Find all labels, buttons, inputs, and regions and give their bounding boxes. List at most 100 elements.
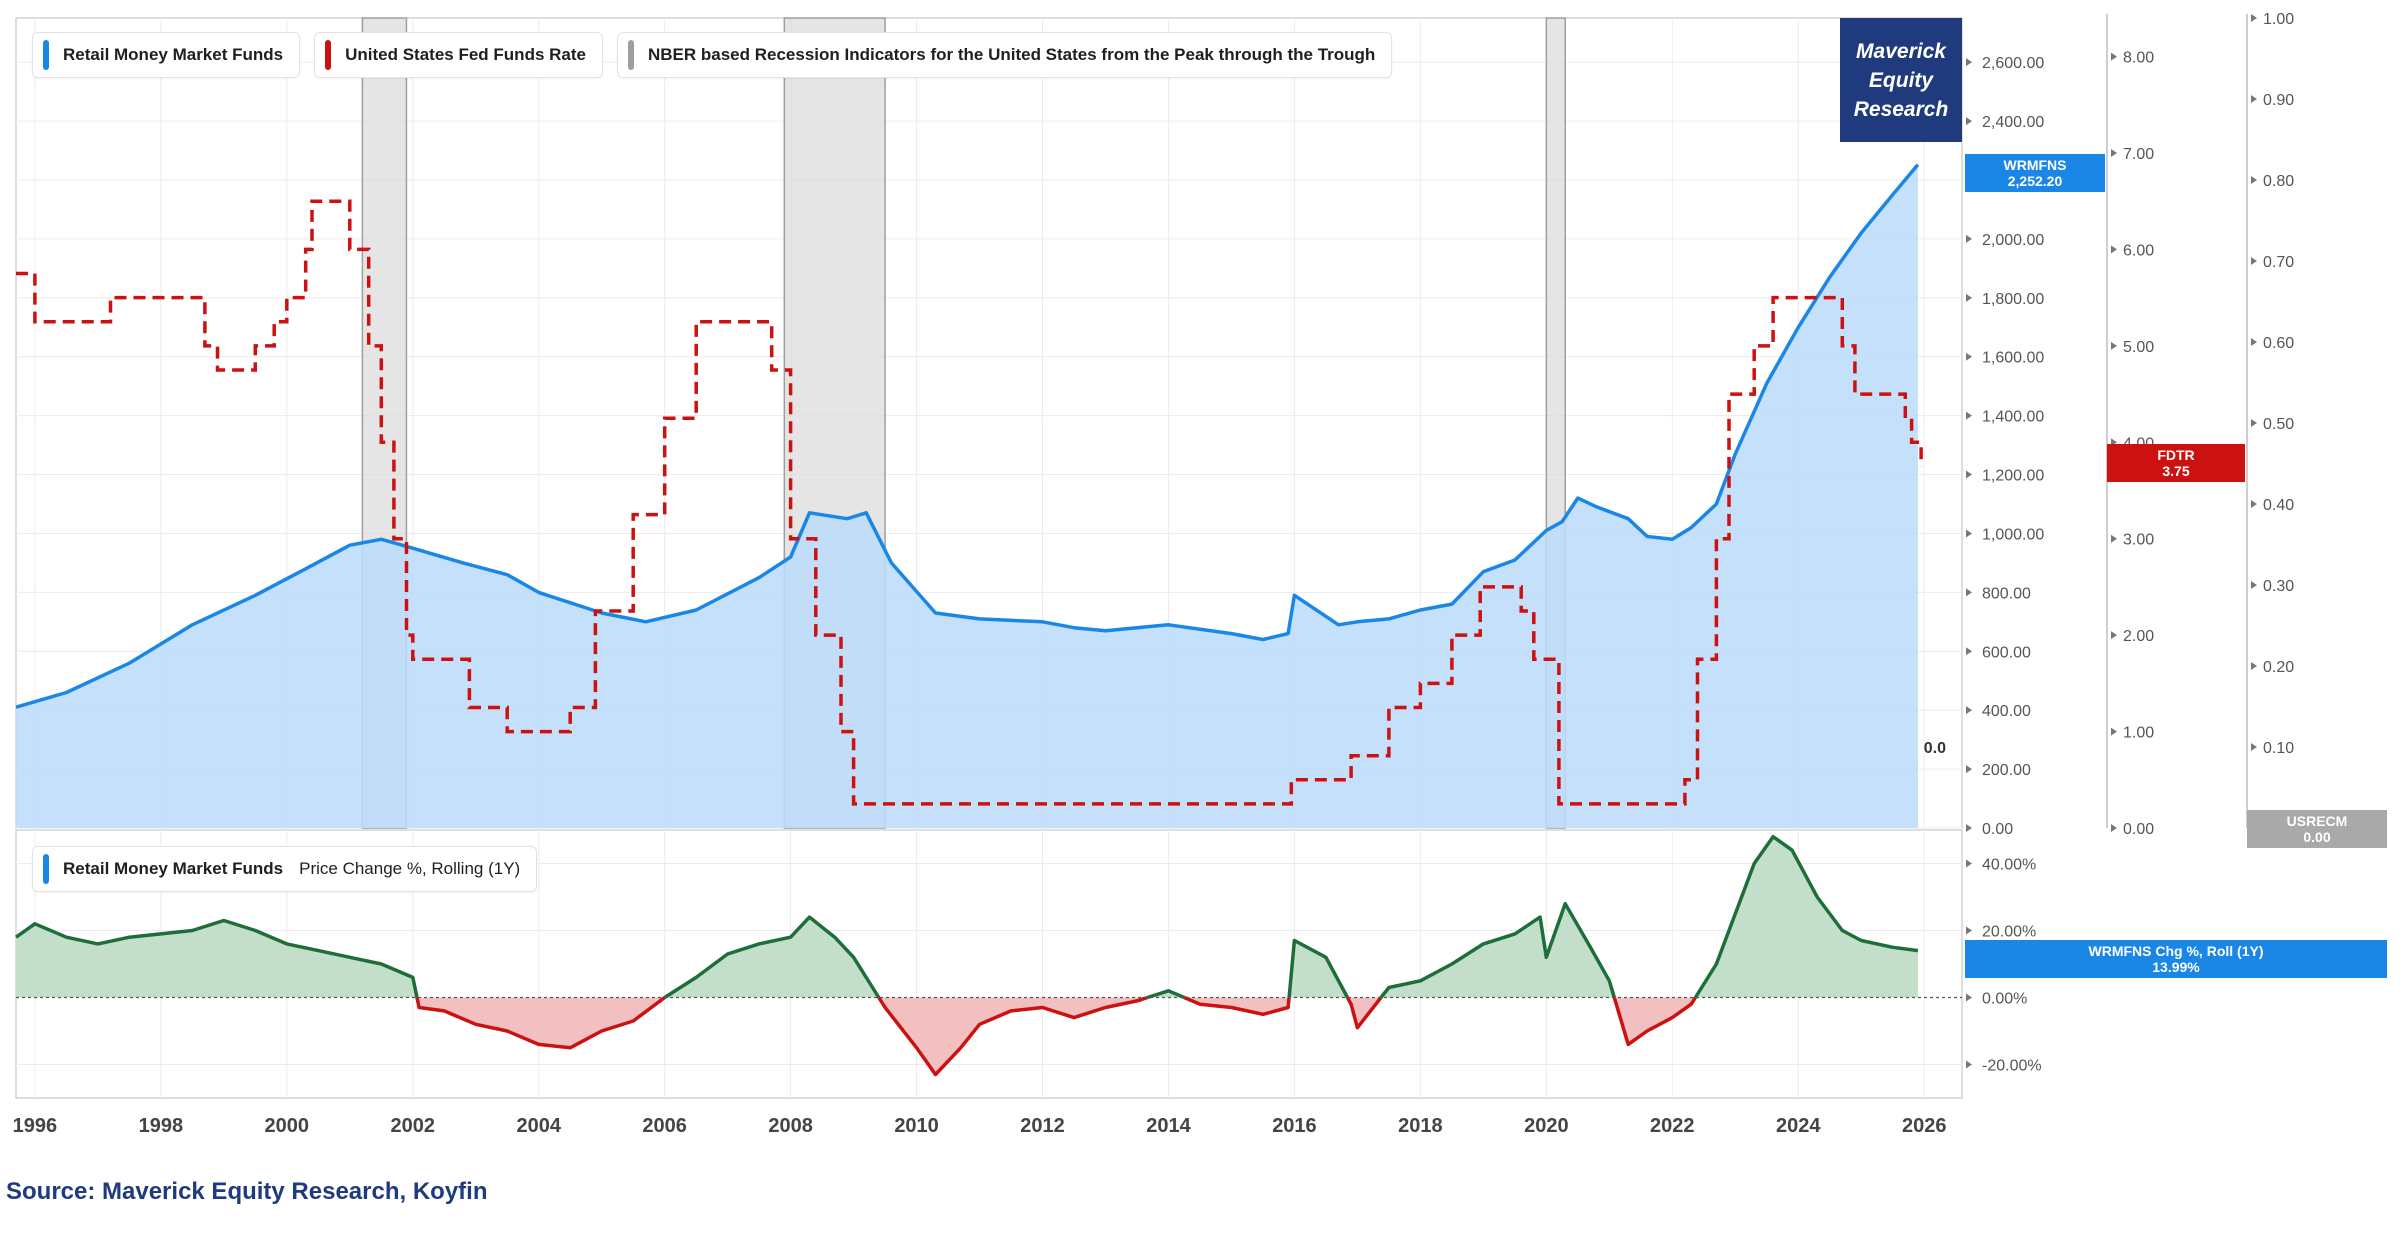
mmf-axis-tick-marker — [1966, 647, 1972, 656]
change-line-negative — [1183, 995, 1291, 1017]
x-tick-label: 2024 — [1776, 1115, 1821, 1137]
change-axis-tick-label: 0.00% — [1982, 991, 2027, 1008]
mmf-axis-tick-marker — [1966, 234, 1972, 243]
mmf-axis-tick-label: 600.00 — [1982, 644, 2031, 661]
mmf-tag-value: 2,252.20 — [2007, 173, 2063, 189]
change-area-negative — [1184, 997, 1290, 1015]
fed-axis-tick-marker — [2111, 245, 2117, 254]
change-line-positive — [1693, 834, 1919, 999]
change-line-positive — [1379, 901, 1616, 999]
change-tag-name: WRMFNS Chg %, Roll (1Y) — [2088, 943, 2264, 959]
x-tick-label: 2002 — [391, 1115, 436, 1137]
mmf-axis-tick-label: 200.00 — [1982, 762, 2031, 779]
usrec-axis-tick-marker — [2251, 176, 2257, 184]
legend-item-fed[interactable]: United States Fed Funds Rate — [314, 32, 603, 78]
x-tick-label: 2008 — [768, 1115, 813, 1137]
brand-line-2: Equity — [1868, 68, 1934, 92]
mmf-axis-tick-marker — [1966, 411, 1972, 420]
change-area-negative — [878, 997, 1148, 1075]
usrec-axis-tick-marker — [2251, 257, 2257, 265]
usrec-value-tag: USRECM 0.00 — [2247, 810, 2387, 848]
mmf-axis-tick-marker — [1966, 824, 1972, 832]
change-line-positive — [1287, 938, 1350, 999]
change-line-positive — [663, 915, 881, 999]
mmf-tag-name: WRMFNS — [2003, 157, 2067, 173]
mmf-axis-tick-label: 0.00 — [1982, 821, 2013, 838]
change-area-positive — [1381, 903, 1615, 998]
usrec-axis-tick-marker — [2251, 662, 2257, 670]
x-tick-label: 2020 — [1524, 1115, 1569, 1137]
mmf-axis-tick-label: 1,800.00 — [1982, 291, 2044, 308]
x-tick-label: 2004 — [516, 1115, 561, 1137]
usrec-axis-tick-marker — [2251, 500, 2257, 508]
change-area-negative — [416, 997, 665, 1048]
usrec-axis-tick-label: 0.70 — [2263, 254, 2294, 271]
legend-item-recession[interactable]: NBER based Recession Indicators for the … — [616, 32, 1393, 78]
fed-axis-tick-marker — [2111, 631, 2117, 640]
usrec-axis-tick-label: 0.10 — [2263, 740, 2294, 757]
mmf-axis-tick-label: 1,600.00 — [1982, 350, 2044, 367]
top-legend: Retail Money Market Funds United States … — [32, 32, 1393, 78]
mmf-axis-tick-marker — [1966, 352, 1972, 361]
fed-axis-tick-label: 3.00 — [2123, 532, 2154, 549]
mmf-axis-tick-marker — [1966, 588, 1972, 597]
fed-axis-tick-label: 7.00 — [2123, 146, 2154, 163]
legend-label-mmf: Retail Money Market Funds — [63, 45, 284, 64]
change-line-negative — [877, 995, 1149, 1077]
x-tick-label: 2026 — [1902, 1115, 1947, 1137]
x-tick-label: 2014 — [1146, 1115, 1191, 1137]
legend-label-fed: United States Fed Funds Rate — [345, 45, 586, 64]
legend-swatch-fed — [325, 40, 332, 70]
usrec-axis-tick-label: 0.90 — [2263, 92, 2294, 109]
x-tick-label: 2016 — [1272, 1115, 1317, 1137]
x-tick-label: 2022 — [1650, 1115, 1695, 1137]
usrec-zero-label: 0.0 — [1924, 740, 1946, 757]
fed-tag-name: FDTR — [2157, 447, 2195, 463]
legend-label-change-metric: Price Change %, Rolling (1Y) — [299, 859, 521, 878]
mmf-line — [15, 163, 1920, 709]
fed-axis-tick-marker — [2111, 727, 2117, 736]
mmf-axis-tick-marker — [1966, 529, 1972, 538]
usrec-tag-value: 0.00 — [2303, 829, 2331, 845]
usrec-axis-tick-label: 0.80 — [2263, 173, 2294, 190]
change-line-positive — [1146, 989, 1185, 1000]
brand-logo: Maverick Equity Research — [1840, 18, 1962, 142]
usrec-axis-tick-label: 1.00 — [2263, 11, 2294, 28]
fed-axis-tick-marker — [2111, 52, 2117, 61]
fed-axis-tick-marker — [2111, 341, 2117, 350]
mmf-axis-tick-label: 1,000.00 — [1982, 526, 2044, 543]
mmf-axis-tick-label: 1,400.00 — [1982, 409, 2044, 426]
change-axis-tick-marker — [1966, 926, 1972, 935]
usrec-axis-tick-marker — [2251, 338, 2257, 346]
mmf-area — [16, 164, 1918, 829]
mmf-axis-tick-marker — [1966, 765, 1972, 774]
legend-label-recession: NBER based Recession Indicators for the … — [647, 45, 1376, 64]
x-tick-label: 1998 — [139, 1115, 184, 1137]
change-area-positive — [664, 917, 879, 998]
usrec-axis-tick-label: 0.40 — [2263, 497, 2294, 514]
change-axis-tick-label: 20.00% — [1982, 924, 2036, 941]
legend-item-mmf[interactable]: Retail Money Market Funds — [32, 32, 301, 78]
usrec-axis-tick-label: 0.20 — [2263, 659, 2294, 676]
change-line-negative — [1612, 996, 1697, 1047]
legend-swatch-mmf-change — [43, 854, 49, 884]
change-area-positive — [16, 920, 417, 998]
fed-funds-line — [15, 199, 1923, 806]
bottom-legend: Retail Money Market Funds Price Change %… — [32, 846, 538, 892]
change-tag-value: 13.99% — [2152, 959, 2200, 975]
mmf-axis-tick-marker — [1966, 58, 1972, 67]
legend-item-mmf-change[interactable]: Retail Money Market Funds Price Change %… — [32, 846, 538, 892]
fed-axis-tick-label: 6.00 — [2123, 242, 2154, 259]
change-axis-tick-label: 40.00% — [1982, 857, 2036, 874]
source-caption: Source: Maverick Equity Research, Koyfin — [6, 1178, 488, 1205]
change-area-positive — [1289, 940, 1348, 998]
brand-line-3: Research — [1853, 97, 1949, 121]
x-tick-label: 2010 — [894, 1115, 939, 1137]
fed-tag-value: 3.75 — [2162, 463, 2190, 479]
mmf-axis-tick-marker — [1966, 293, 1972, 302]
mmf-axis-tick-marker — [1966, 706, 1972, 715]
mmf-axis-tick-label: 800.00 — [1982, 585, 2031, 602]
mmf-axis-tick-marker — [1966, 470, 1972, 479]
x-tick-label: 2012 — [1020, 1115, 1065, 1137]
fed-axis-tick-label: 8.00 — [2123, 50, 2154, 67]
